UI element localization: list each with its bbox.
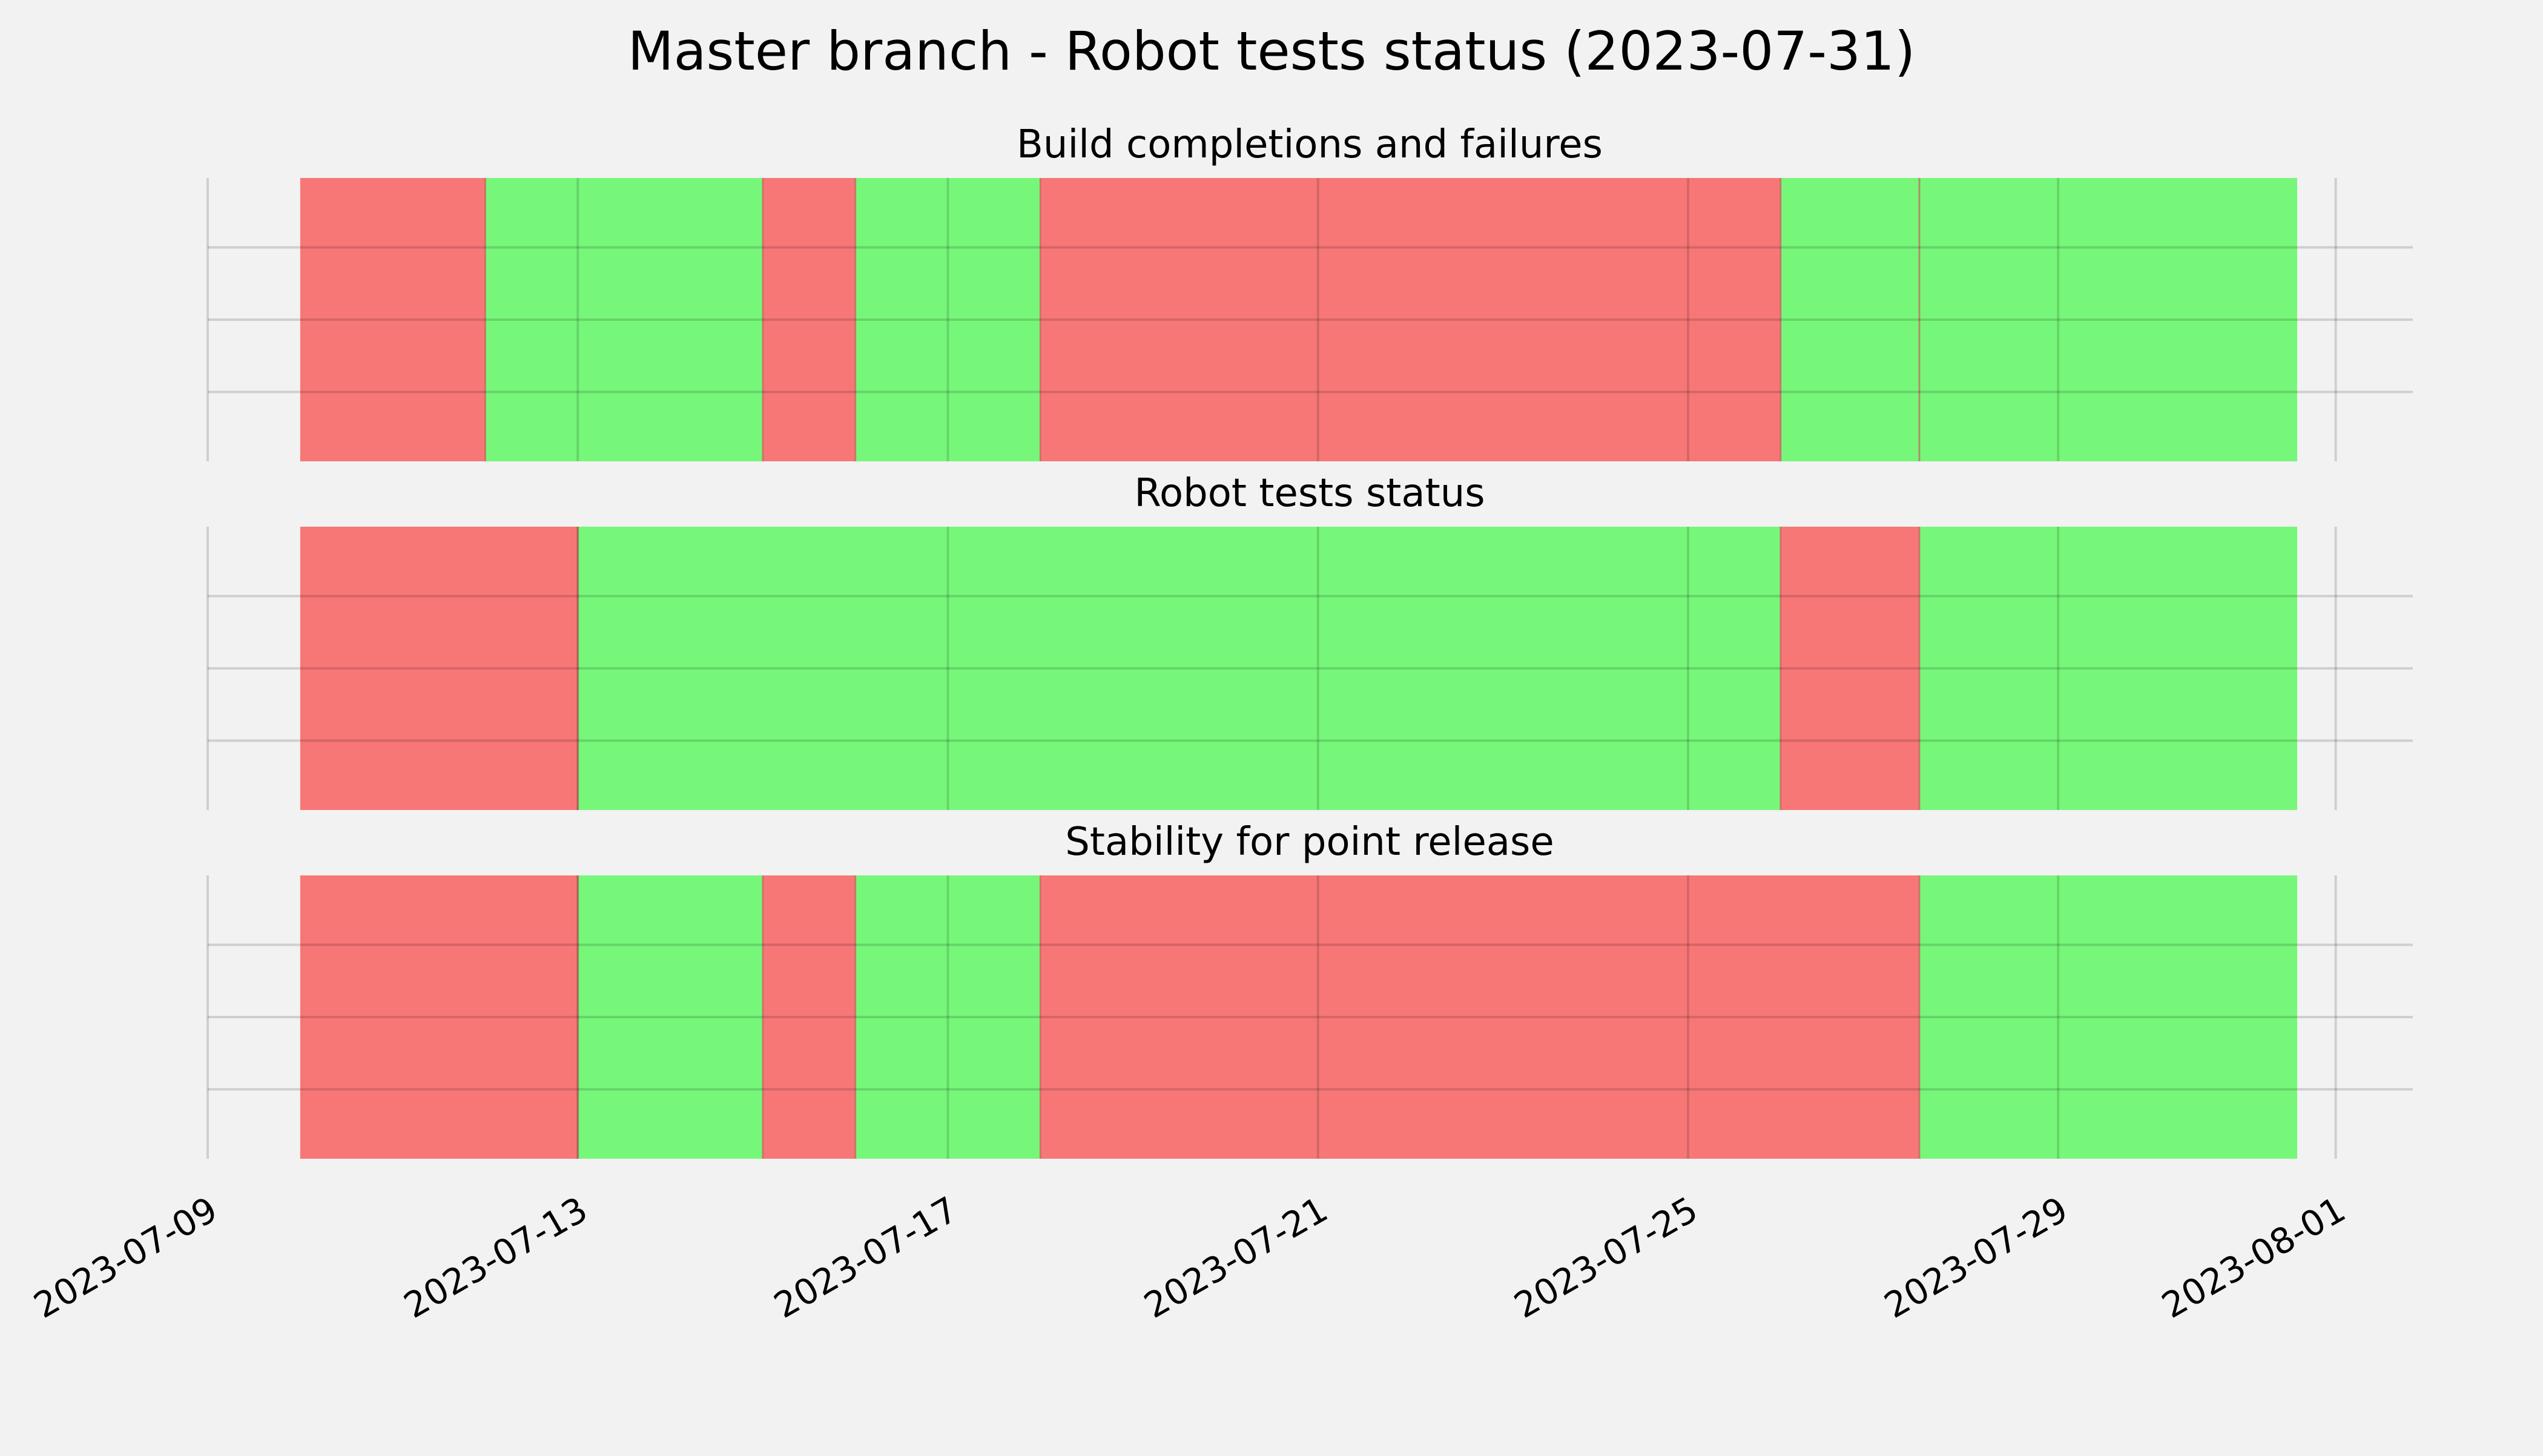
status-segment-pass [1919,178,2297,461]
panel-title: Stability for point release [1065,820,1554,865]
status-segment-pass [1919,875,2297,1159]
status-segment-fail [1040,875,1920,1159]
chart-title: Master branch - Robot tests status (2023… [628,20,1916,82]
status-segment-pass [855,875,1041,1159]
panels: Build completions and failures Robot test… [206,122,2413,1159]
status-segment-pass [578,875,763,1159]
status-segment-pass [1919,527,2297,810]
panel-3: Stability for point release [206,820,2413,1159]
status-segment-fail [300,178,486,461]
status-segment-fail [1780,527,1920,810]
status-segment-fail [300,875,578,1159]
panel-title: Robot tests status [1134,471,1485,516]
status-segment-fail [762,875,856,1159]
status-segment-fail [762,178,856,461]
status-segment-pass [578,527,1781,810]
status-segment-pass [485,178,763,461]
panel-2: Robot tests status [206,471,2413,810]
status-segment-pass [855,178,1041,461]
panel-1: Build completions and failures [206,122,2413,461]
status-segment-fail [300,527,578,810]
status-segment-fail [1040,178,1781,461]
status-segment-pass [1780,178,1920,461]
panel-title: Build completions and failures [1017,122,1603,167]
